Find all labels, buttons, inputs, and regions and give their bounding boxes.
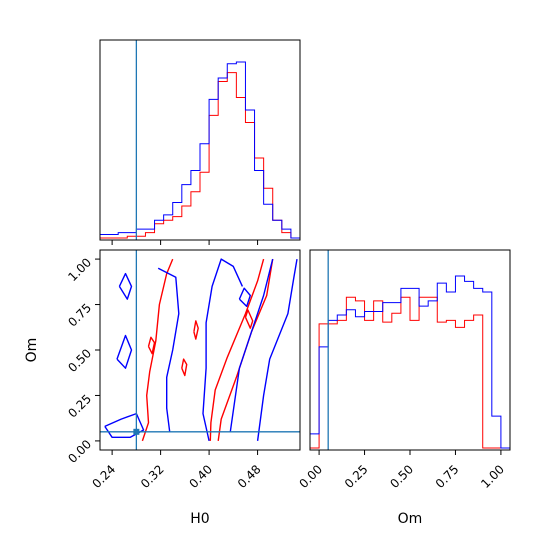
om-tick-label: 1.00 [478, 462, 507, 491]
om-tick-label: 0.00 [296, 462, 325, 491]
h0-hist-series-b [99, 61, 300, 239]
contour-series-b-2 [104, 412, 145, 438]
contour-series-a-6 [147, 336, 156, 355]
contour-series-b-4 [202, 258, 244, 442]
om-tick-label: 0.25 [342, 462, 371, 491]
h0-tick-label: 0.48 [235, 462, 264, 491]
h0-tick-label: 0.24 [89, 462, 118, 491]
om-y-tick-label: 0.00 [65, 437, 94, 466]
om-tick-label: 0.75 [433, 462, 462, 491]
om-y-tick-label: 0.50 [65, 346, 94, 375]
contour-series-b-1 [116, 334, 133, 369]
contour-series-b-5 [229, 258, 274, 432]
om-hist-series-b [309, 275, 510, 449]
om-hist-series-a [310, 296, 510, 449]
om-y-tick-label: 0.25 [65, 392, 94, 421]
om-marginal-frame [309, 249, 511, 451]
om-marginal-panel: 0.00 0.25 0.50 0.75 1.00 [296, 249, 511, 491]
contour-frame [99, 249, 301, 451]
x-axis-label-h0: H0 [190, 511, 209, 527]
contour-series-a-5 [181, 358, 188, 377]
contour-series-b-3 [157, 267, 180, 432]
h0-tick-label: 0.40 [186, 462, 215, 491]
contour-series-a-4 [193, 320, 199, 340]
h0-marginal-panel [99, 39, 301, 245]
om-y-tick-label: 0.75 [65, 301, 94, 330]
axis-labels: H0 Om Om [24, 338, 422, 527]
om-y-tick-label: 1.00 [65, 255, 94, 284]
y-axis-label-om: Om [24, 338, 40, 363]
truth-marker [133, 428, 140, 435]
h0-hist-series-a [100, 72, 300, 239]
contour-group [104, 258, 298, 442]
h0-marginal-frame [99, 39, 301, 241]
contour-series-b-7 [238, 287, 251, 308]
contour-series-b-0 [118, 272, 133, 300]
h0-tick-label: 0.32 [138, 462, 167, 491]
x-axis-label-om: Om [398, 511, 423, 527]
contour-series-a-1 [209, 258, 265, 441]
om-tick-label: 0.50 [387, 462, 416, 491]
contour-series-a-3 [244, 309, 254, 329]
contour-series-a-0 [141, 258, 174, 442]
h0-om-contour-panel: 0.24 0.32 0.40 0.48 0.00 0.25 0.50 0.75 1.00 [65, 249, 301, 491]
contour-series-b-6 [256, 258, 298, 441]
